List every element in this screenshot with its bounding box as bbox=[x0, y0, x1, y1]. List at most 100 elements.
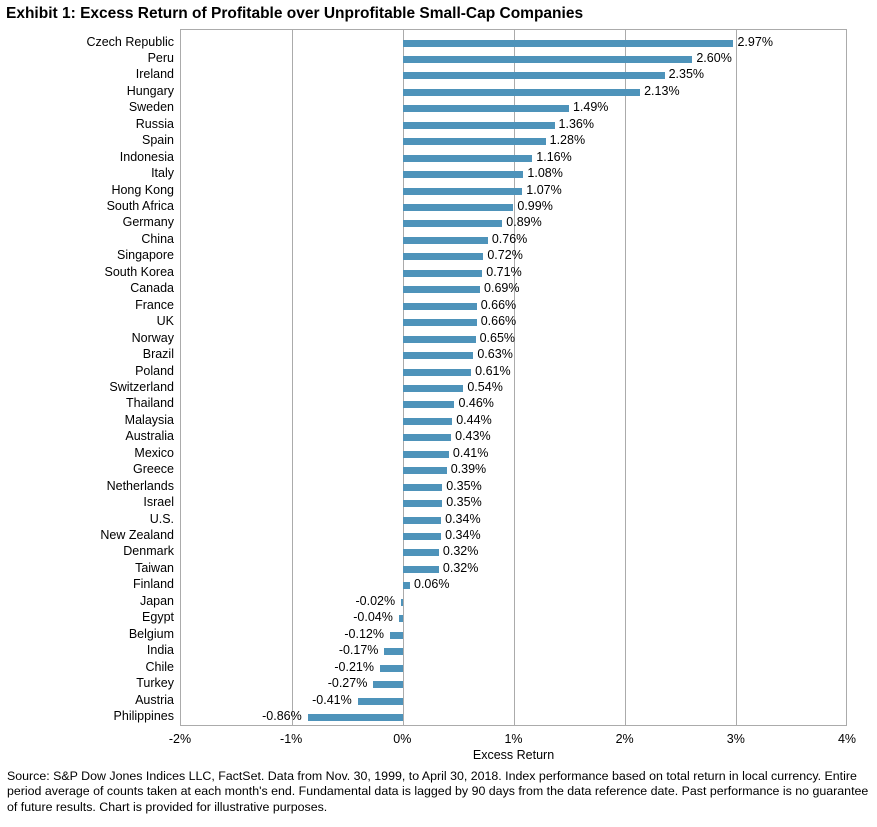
bar bbox=[403, 39, 734, 47]
bar bbox=[403, 171, 524, 179]
category-label: Belgium bbox=[128, 626, 174, 641]
bar-value-label: 0.41% bbox=[452, 445, 489, 460]
bar-value-label: 0.69% bbox=[484, 281, 520, 296]
bar bbox=[403, 319, 477, 327]
bar-value-label: 0.43% bbox=[455, 429, 491, 444]
bar-value-label: -0.41% bbox=[312, 692, 352, 707]
bar bbox=[373, 681, 404, 689]
bar-value-label: 0.44% bbox=[456, 412, 492, 427]
category-label: UK bbox=[156, 314, 174, 329]
bar bbox=[403, 582, 410, 590]
category-label: Switzerland bbox=[109, 379, 174, 394]
plot-area bbox=[180, 29, 847, 726]
bar-value-label: 0.34% bbox=[445, 511, 481, 526]
bar bbox=[403, 500, 443, 508]
bar bbox=[403, 533, 442, 540]
bar-value-label: 0.63% bbox=[477, 347, 513, 362]
category-label: South Africa bbox=[106, 199, 174, 213]
category-label: Japan bbox=[139, 593, 174, 608]
bar bbox=[403, 236, 488, 244]
category-label: Greece bbox=[133, 462, 174, 477]
category-label: Indonesia bbox=[119, 149, 174, 164]
bar-value-label: 2.35% bbox=[668, 67, 705, 82]
category-label: Hungary bbox=[126, 83, 174, 98]
bar-value-label: 0.54% bbox=[467, 379, 503, 394]
bar-value-label: 0.34% bbox=[445, 528, 481, 542]
bar bbox=[403, 516, 442, 524]
bar-value-label: 2.13% bbox=[644, 83, 680, 98]
bar-value-label: 1.08% bbox=[527, 166, 563, 181]
gridline bbox=[736, 30, 738, 725]
category-label: South Korea bbox=[104, 264, 175, 279]
category-label: New Zealand bbox=[100, 528, 174, 542]
chart-title: Exhibit 1: Excess Return of Profitable o… bbox=[6, 5, 584, 22]
category-label: Philippines bbox=[113, 708, 174, 723]
category-label: Finland bbox=[133, 577, 174, 592]
bar bbox=[403, 352, 474, 360]
category-label: Chile bbox=[145, 659, 175, 674]
bar-value-label: 0.06% bbox=[414, 577, 450, 592]
bar-value-label: 0.72% bbox=[487, 248, 523, 263]
category-label: Australia bbox=[125, 429, 174, 444]
category-label: Peru bbox=[147, 50, 174, 65]
bar bbox=[403, 286, 481, 294]
gridline bbox=[514, 30, 515, 725]
bar-value-label: -0.27% bbox=[327, 676, 368, 691]
bar-value-label: 0.99% bbox=[517, 199, 553, 213]
x-tick-label: -2% bbox=[168, 732, 192, 746]
bar bbox=[403, 549, 439, 557]
bar bbox=[307, 713, 404, 721]
category-label: Sweden bbox=[128, 100, 174, 115]
category-label: Germany bbox=[122, 215, 174, 230]
bar bbox=[384, 648, 404, 656]
bar bbox=[403, 88, 641, 96]
bar bbox=[379, 664, 404, 672]
x-tick-label: 3% bbox=[726, 732, 745, 746]
bar bbox=[403, 121, 555, 129]
category-label: Czech Republic bbox=[86, 34, 174, 49]
bar bbox=[403, 417, 453, 425]
x-tick-label: 1% bbox=[504, 732, 523, 746]
category-label: Turkey bbox=[136, 676, 174, 691]
bar bbox=[403, 450, 449, 458]
bar-value-label: 1.49% bbox=[572, 100, 609, 115]
category-label: Israel bbox=[143, 495, 174, 510]
bar-value-label: 1.36% bbox=[558, 116, 594, 131]
bar bbox=[403, 565, 439, 573]
bar bbox=[403, 204, 514, 211]
bar-value-label: 1.16% bbox=[536, 149, 572, 164]
category-label: Norway bbox=[131, 330, 174, 345]
bar-value-label: 0.61% bbox=[475, 363, 511, 378]
bar-value-label: 1.28% bbox=[549, 133, 586, 148]
bar bbox=[403, 55, 693, 63]
bar-value-label: 2.97% bbox=[737, 34, 773, 49]
bar bbox=[357, 697, 404, 705]
bar bbox=[398, 615, 404, 623]
gridline bbox=[402, 30, 404, 725]
category-label: Ireland bbox=[135, 67, 174, 82]
bar-value-label: -0.17% bbox=[338, 643, 379, 658]
bar-value-label: 0.66% bbox=[480, 314, 517, 329]
bar-value-label: 0.89% bbox=[506, 215, 542, 230]
category-label: China bbox=[141, 231, 174, 246]
bar-value-label: -0.02% bbox=[355, 593, 396, 608]
bar bbox=[403, 253, 484, 261]
category-label: Brazil bbox=[142, 347, 174, 362]
bar-value-label: 1.07% bbox=[526, 182, 562, 197]
bar-value-label: 0.39% bbox=[450, 462, 487, 477]
category-label: Thailand bbox=[126, 396, 174, 411]
category-label: France bbox=[135, 297, 174, 312]
bar bbox=[389, 631, 404, 639]
bar bbox=[403, 72, 665, 80]
gridline bbox=[291, 30, 293, 725]
bar bbox=[403, 335, 476, 343]
bar bbox=[403, 138, 546, 146]
category-label: Denmark bbox=[123, 544, 174, 559]
bar-value-label: -0.12% bbox=[344, 626, 384, 641]
category-label: Singapore bbox=[117, 248, 174, 263]
category-label: India bbox=[146, 643, 174, 658]
bar bbox=[401, 598, 404, 606]
bar bbox=[403, 467, 447, 475]
x-tick-label: 0% bbox=[393, 732, 412, 746]
category-label: Spain bbox=[142, 133, 174, 148]
